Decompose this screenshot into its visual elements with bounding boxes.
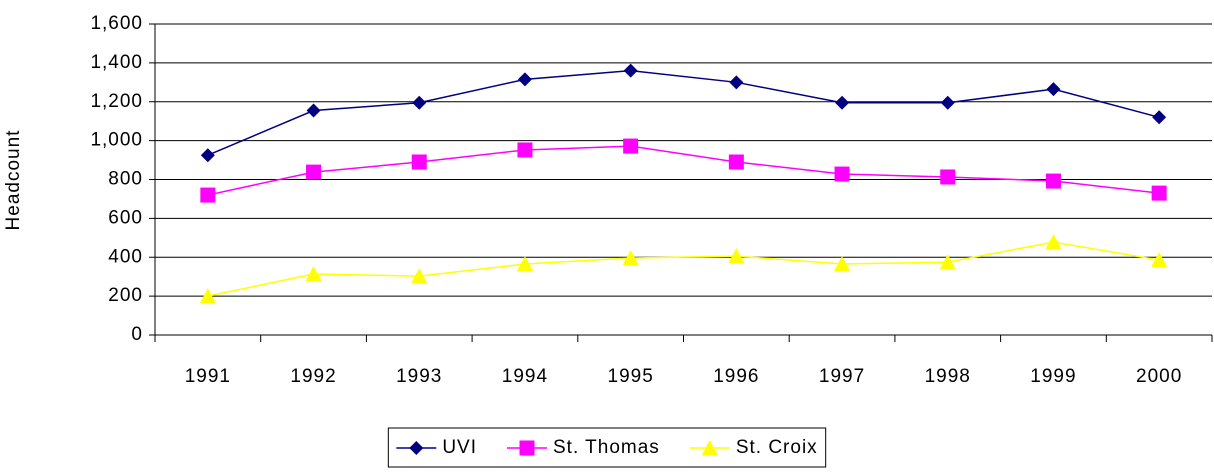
y-tick-label: 800	[108, 169, 143, 190]
marker	[306, 164, 322, 180]
y-tick-label: 0	[131, 324, 143, 345]
x-tick-label: 1999	[1030, 366, 1076, 387]
x-tick-label: 1994	[502, 366, 548, 387]
legend-box	[387, 427, 827, 468]
marker	[409, 441, 424, 455]
x-tick-label: 1992	[290, 366, 336, 387]
marker	[411, 154, 427, 170]
y-tick-label: 1,200	[90, 91, 143, 112]
marker	[834, 256, 851, 272]
legend-label: St. Thomas	[553, 437, 660, 458]
marker	[1152, 110, 1167, 125]
x-tick-label: 1997	[819, 366, 865, 387]
marker	[199, 288, 216, 304]
legend-label: UVI	[442, 437, 477, 458]
marker	[519, 440, 535, 456]
y-tick-label: 1,400	[90, 52, 143, 73]
y-tick-label: 1,600	[90, 13, 143, 34]
marker	[939, 254, 956, 270]
x-tick-label: 1991	[185, 366, 231, 387]
marker	[623, 138, 639, 154]
marker	[622, 250, 639, 266]
legend-label: St. Croix	[736, 437, 818, 458]
series-line	[207, 145, 1160, 196]
marker	[835, 95, 850, 110]
marker	[1151, 185, 1167, 201]
marker	[305, 265, 322, 281]
marker	[701, 440, 718, 455]
y-tick-label: 600	[108, 207, 143, 228]
x-tick-label: 1995	[608, 366, 654, 387]
y-tick-label: 200	[108, 285, 143, 306]
marker	[306, 103, 321, 118]
marker	[623, 63, 638, 78]
x-tick-label: 1996	[713, 366, 759, 387]
marker	[834, 166, 850, 182]
marker	[728, 248, 745, 264]
marker	[517, 142, 533, 158]
marker	[940, 95, 955, 110]
marker	[1045, 234, 1062, 250]
marker	[411, 268, 428, 284]
series-line	[207, 69, 1160, 156]
marker	[940, 169, 956, 185]
marker	[1046, 82, 1061, 97]
x-tick-label: 1993	[396, 366, 442, 387]
marker	[412, 95, 427, 110]
marker	[1045, 173, 1061, 189]
legend: UVI St. Thomas St. Croix	[387, 427, 827, 468]
marker	[1151, 251, 1168, 267]
marker	[729, 75, 744, 90]
x-tick-label: 1998	[925, 366, 971, 387]
marker	[200, 148, 215, 163]
marker	[517, 72, 532, 87]
y-axis-label: Headcount	[3, 130, 24, 231]
series-line	[207, 241, 1160, 297]
marker	[200, 187, 216, 203]
marker	[728, 154, 744, 170]
y-tick-label: 1,000	[90, 130, 143, 151]
y-tick-label: 400	[108, 246, 143, 267]
marker	[516, 256, 533, 272]
x-tick-label: 2000	[1136, 366, 1182, 387]
